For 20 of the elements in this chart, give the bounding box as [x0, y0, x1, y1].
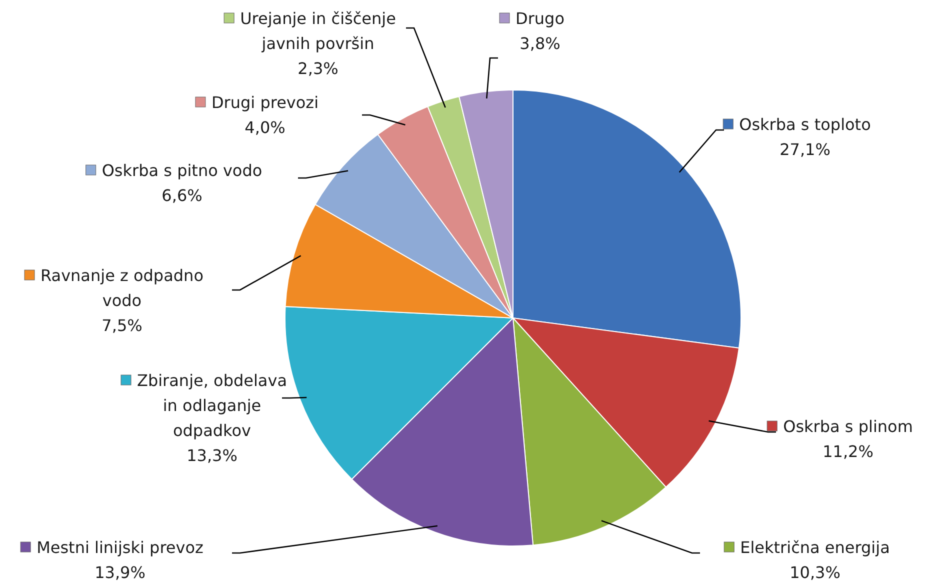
legend-label: Oskrba s pitno vodo [102, 161, 262, 180]
data-label: 7,5% [102, 316, 142, 335]
legend-label: Urejanje in čiščenje javnih površin [240, 9, 396, 53]
data-label: 2,3% [298, 59, 338, 78]
data-label: 11,2% [822, 442, 874, 461]
data-label: 6,6% [162, 186, 202, 205]
legend-label: Oskrba s plinom [783, 417, 913, 436]
legend-label: Oskrba s toploto [739, 115, 871, 134]
data-label: 10,3% [790, 563, 840, 581]
data-label: 4,0% [244, 118, 286, 137]
legend-label: Drugi prevozi [211, 93, 319, 112]
legend-label: Ravnanje z odpadno vodo [40, 266, 204, 310]
data-label: 13,3% [186, 446, 238, 465]
data-label: 3,8% [520, 34, 560, 53]
data-label: 27,1% [780, 140, 830, 159]
legend-label: Električna energija [740, 538, 890, 557]
data-label: 13,9% [94, 563, 146, 581]
legend-label: Zbiranje, obdelava in odlaganje odpadkov [136, 371, 288, 440]
legend-label: Drugo [516, 9, 564, 28]
legend-label: Mestni linijski prevoz [36, 538, 204, 557]
